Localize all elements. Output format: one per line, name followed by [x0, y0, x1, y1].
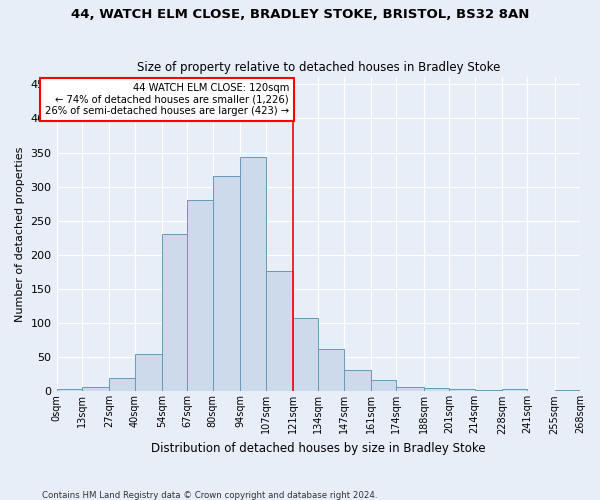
- Bar: [293, 318, 318, 392]
- Bar: [449, 390, 475, 392]
- Bar: [344, 370, 371, 392]
- Bar: [318, 349, 344, 392]
- Bar: [266, 270, 293, 392]
- Bar: [527, 390, 554, 392]
- Title: Size of property relative to detached houses in Bradley Stoke: Size of property relative to detached ho…: [137, 60, 500, 74]
- Bar: [475, 390, 502, 392]
- Bar: [240, 158, 266, 392]
- Text: 44 WATCH ELM CLOSE: 120sqm
← 74% of detached houses are smaller (1,226)
26% of s: 44 WATCH ELM CLOSE: 120sqm ← 74% of deta…: [45, 83, 289, 116]
- Y-axis label: Number of detached properties: Number of detached properties: [15, 146, 25, 322]
- Bar: [162, 234, 187, 392]
- Bar: [109, 378, 134, 392]
- Bar: [424, 388, 449, 392]
- Bar: [371, 380, 397, 392]
- Text: Contains HM Land Registry data © Crown copyright and database right 2024.: Contains HM Land Registry data © Crown c…: [42, 490, 377, 500]
- Text: 44, WATCH ELM CLOSE, BRADLEY STOKE, BRISTOL, BS32 8AN: 44, WATCH ELM CLOSE, BRADLEY STOKE, BRIS…: [71, 8, 529, 20]
- Bar: [554, 390, 580, 392]
- Bar: [56, 390, 82, 392]
- Bar: [134, 354, 162, 392]
- X-axis label: Distribution of detached houses by size in Bradley Stoke: Distribution of detached houses by size …: [151, 442, 485, 455]
- Bar: [187, 200, 213, 392]
- Bar: [397, 386, 424, 392]
- Bar: [213, 176, 240, 392]
- Bar: [502, 390, 527, 392]
- Bar: [82, 386, 109, 392]
